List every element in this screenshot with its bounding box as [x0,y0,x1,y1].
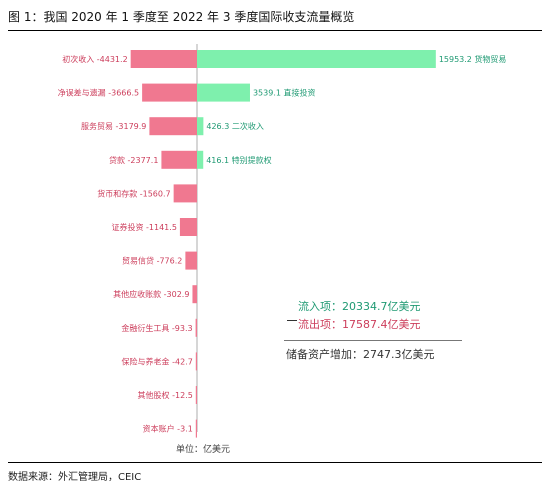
bar-negative [179,218,197,236]
label-negative: 资本账户 -3.1 [143,424,193,434]
figure-title: 图 1：我国 2020 年 1 季度至 2022 年 3 季度国际收支流量概览 [8,10,355,24]
bar-negative [149,117,197,136]
bar-negative [142,83,197,102]
bar-negative [195,352,197,371]
bar-negative [130,50,197,68]
bar-negative [161,150,197,169]
label-positive: 15953.2 货物贸易 [439,54,507,64]
bar-positive [197,150,204,169]
title-rule [8,30,542,31]
source-note: 数据来源：外汇管理局，CEIC [8,472,142,483]
label-negative: 货币和存款 -1560.7 [97,188,170,198]
source-rule [8,462,542,463]
inflow-note: 流入项：20334.7亿美元 [298,300,421,313]
bar-negative [195,386,197,404]
bar-negative [185,251,197,270]
label-negative: 保险与养老金 -42.7 [122,356,193,366]
bar-positive [197,83,250,102]
label-positive: 426.3 二次收入 [206,121,263,131]
label-positive: 3539.1 直接投资 [253,88,316,98]
sum-rule [284,340,462,341]
bar-negative [173,184,197,203]
label-negative: 服务贸易 -3179.9 [81,121,146,131]
net-reserve-note: 储备资产增加：2747.3亿美元 [286,348,435,361]
outflow-note: 流出项：17587.4亿美元 [298,318,421,331]
bar-positive [197,50,436,68]
bar-negative [195,318,197,337]
unit-label: 单位：亿美元 [176,445,231,455]
label-negative: 净误差与遗漏 -3666.5 [58,88,139,98]
label-negative: 证券投资 -1141.5 [111,222,176,232]
label-positive: 416.1 特别提款权 [206,155,271,165]
label-negative: 其他应收账款 -302.9 [113,289,189,299]
label-negative: 贷款 -2377.1 [109,155,158,165]
bar-negative [192,285,197,304]
label-negative: 其他股权 -12.5 [138,390,193,400]
label-negative: 初次收入 -4431.2 [62,54,127,64]
minus-sign [287,320,297,321]
label-negative: 金融衍生工具 -93.3 [121,323,192,333]
bar-positive [197,117,204,136]
bar-negative [195,419,197,438]
label-negative: 贸易信贷 -776.2 [122,256,182,266]
